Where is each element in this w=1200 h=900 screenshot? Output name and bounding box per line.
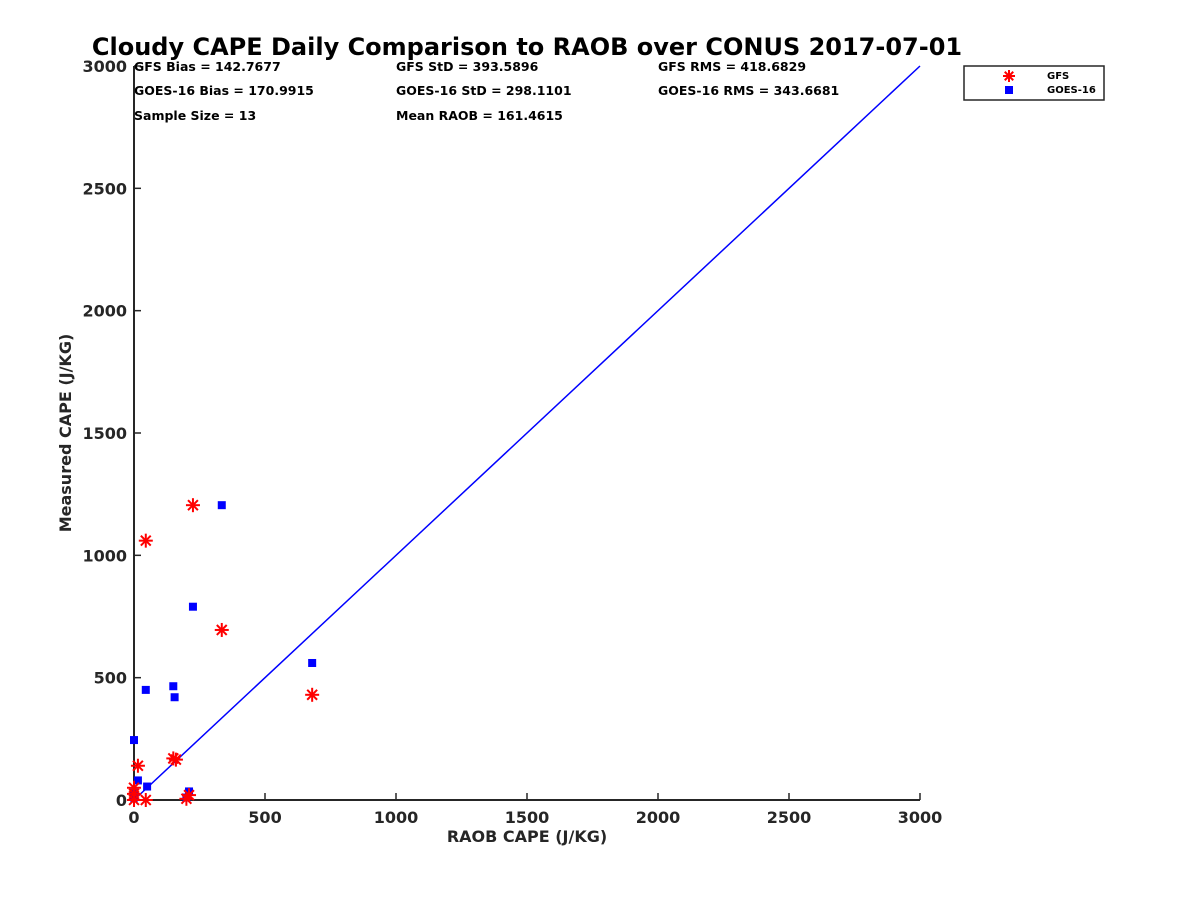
x-tick-label: 500 [248, 808, 281, 827]
gfs-point [185, 498, 200, 513]
reference-line [133, 65, 921, 801]
y-tick-label: 1500 [82, 424, 127, 443]
y-tick-label: 500 [94, 669, 127, 688]
legend-label: GOES-16 [1047, 85, 1096, 96]
stat-text: Sample Size = 13 [134, 108, 256, 123]
gfs-point [127, 786, 141, 801]
ticks-group: 0 500 1000 1500 2000 2500 3000 0 500 1000 1500 2000… [82, 57, 942, 827]
gfs-point-stroke [306, 689, 318, 701]
gfs-point [130, 758, 145, 773]
goes16-point [170, 693, 179, 702]
gfs-point [138, 793, 153, 807]
legend-box [963, 65, 1105, 101]
goes16-point [169, 682, 178, 691]
y-tick-label: 3000 [82, 57, 127, 76]
goes16-point [133, 776, 142, 785]
chart-title: Cloudy CAPE Daily Comparison to RAOB ove… [92, 33, 962, 61]
stat-text: GOES-16 Bias = 170.9915 [134, 83, 314, 98]
x-tick-label: 1000 [374, 808, 419, 827]
y-tick-label: 0 [116, 791, 127, 810]
x-tick-label: 2500 [767, 808, 812, 827]
gfs-point-stroke [170, 753, 182, 766]
goes16-point [308, 658, 317, 667]
goes16-point [217, 501, 226, 510]
gfs-point-stroke [140, 794, 152, 806]
gfs-point [182, 788, 197, 803]
stat-text: GFS Bias = 142.7677 [134, 59, 281, 74]
gfs-point-stroke [128, 788, 140, 800]
gfs-point-stroke [140, 534, 152, 547]
x-tick-label: 1500 [505, 808, 550, 827]
stat-text: GOES-16 RMS = 343.6681 [658, 83, 839, 98]
x-tick-label: 2000 [636, 808, 681, 827]
stats-block: GFS Bias = 142.7677 GFS StD = 393.5896 GFS… [134, 59, 839, 123]
legend-gfs-symbol [1003, 70, 1015, 82]
goes16-point [130, 736, 138, 745]
gfs-point-stroke [216, 624, 228, 636]
gfs-point [305, 687, 320, 702]
y-axis-label: Measured CAPE (J/KG) [56, 334, 75, 533]
legend: GFS GOES-16 [963, 65, 1105, 101]
x-axis-label: RAOB CAPE (J/KG) [447, 827, 607, 846]
y-tick-label: 2000 [82, 302, 127, 321]
gfs-point [168, 752, 183, 767]
stat-text: GFS StD = 393.5896 [396, 59, 539, 74]
gfs-point [214, 622, 229, 637]
goes16-point [143, 782, 152, 791]
stat-text: GOES-16 StD = 298.1101 [396, 83, 572, 98]
gfs-point-stroke [187, 499, 199, 511]
y-tick-label: 2500 [82, 179, 127, 198]
legend-goes16-symbol [1005, 86, 1013, 94]
goes16-point [188, 602, 197, 611]
goes16-point [141, 685, 150, 694]
legend-label: GFS [1047, 71, 1069, 82]
legend-gfs-symbol-stroke [1004, 71, 1014, 81]
stat-text: GFS RMS = 418.6829 [658, 59, 806, 74]
marks-group [127, 65, 921, 807]
y-tick-label: 1000 [82, 546, 127, 565]
gfs-point [138, 533, 153, 548]
stat-text: Mean RAOB = 161.4615 [396, 108, 563, 123]
x-tick-label: 3000 [898, 808, 943, 827]
x-tick-label: 0 [128, 808, 139, 827]
gfs-point-stroke [183, 789, 195, 801]
gfs-point-stroke [132, 760, 144, 772]
